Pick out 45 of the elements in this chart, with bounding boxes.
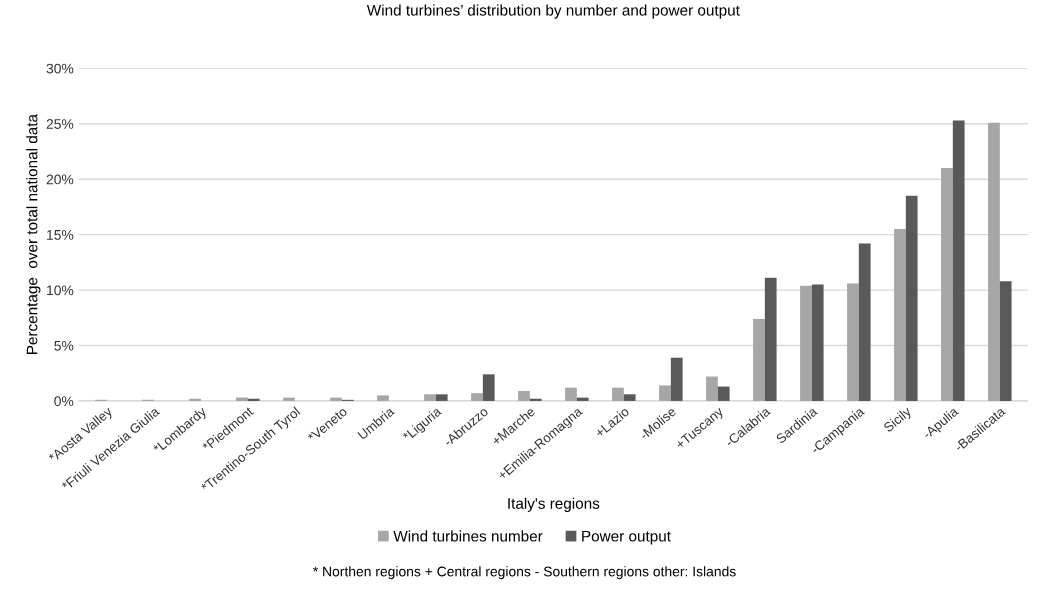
bar xyxy=(330,397,342,401)
bar xyxy=(435,394,448,401)
bar xyxy=(670,357,683,401)
bar xyxy=(518,390,530,401)
bar xyxy=(706,376,718,401)
bar xyxy=(753,318,765,401)
bar xyxy=(999,281,1012,401)
bar xyxy=(236,397,248,401)
x-axis-title: Italy's regions xyxy=(508,497,600,512)
chart-title: Wind turbines’ distribution by number and power output xyxy=(366,4,740,19)
y-tick-label: 10% xyxy=(47,285,74,296)
bar xyxy=(482,374,495,401)
bar xyxy=(800,285,812,401)
bar xyxy=(764,277,777,401)
y-tick-label: 0% xyxy=(54,396,74,407)
bar xyxy=(623,394,636,401)
bar xyxy=(189,398,201,401)
bar xyxy=(659,385,671,401)
text: * Northen regions + Central regions - Southern regions other: Islands xyxy=(313,566,736,580)
y-tick-label: 15% xyxy=(47,230,74,240)
bar xyxy=(565,387,577,401)
bar xyxy=(952,120,965,401)
bar xyxy=(283,397,295,401)
bar xyxy=(988,122,1000,401)
bar xyxy=(529,398,542,401)
y-tick-label: 20% xyxy=(46,174,74,185)
bar xyxy=(858,243,871,401)
y-tick-label: 25% xyxy=(46,119,74,129)
y-tick-label: 5% xyxy=(54,340,74,351)
bar xyxy=(847,283,859,401)
y-tick-label: 30% xyxy=(46,63,74,74)
bar xyxy=(717,386,730,401)
bar xyxy=(612,387,624,401)
bar xyxy=(471,393,483,401)
bar xyxy=(894,229,906,401)
bar xyxy=(941,168,953,401)
bar xyxy=(811,284,824,401)
legend-label: Power output xyxy=(582,530,671,545)
bar xyxy=(905,195,918,401)
y-axis-title: Percentage over total national data xyxy=(26,114,41,354)
bar xyxy=(424,394,436,401)
bar xyxy=(377,395,389,401)
bar xyxy=(576,397,589,401)
legend-label: Wind turbines number xyxy=(393,530,543,542)
bar xyxy=(247,398,260,401)
